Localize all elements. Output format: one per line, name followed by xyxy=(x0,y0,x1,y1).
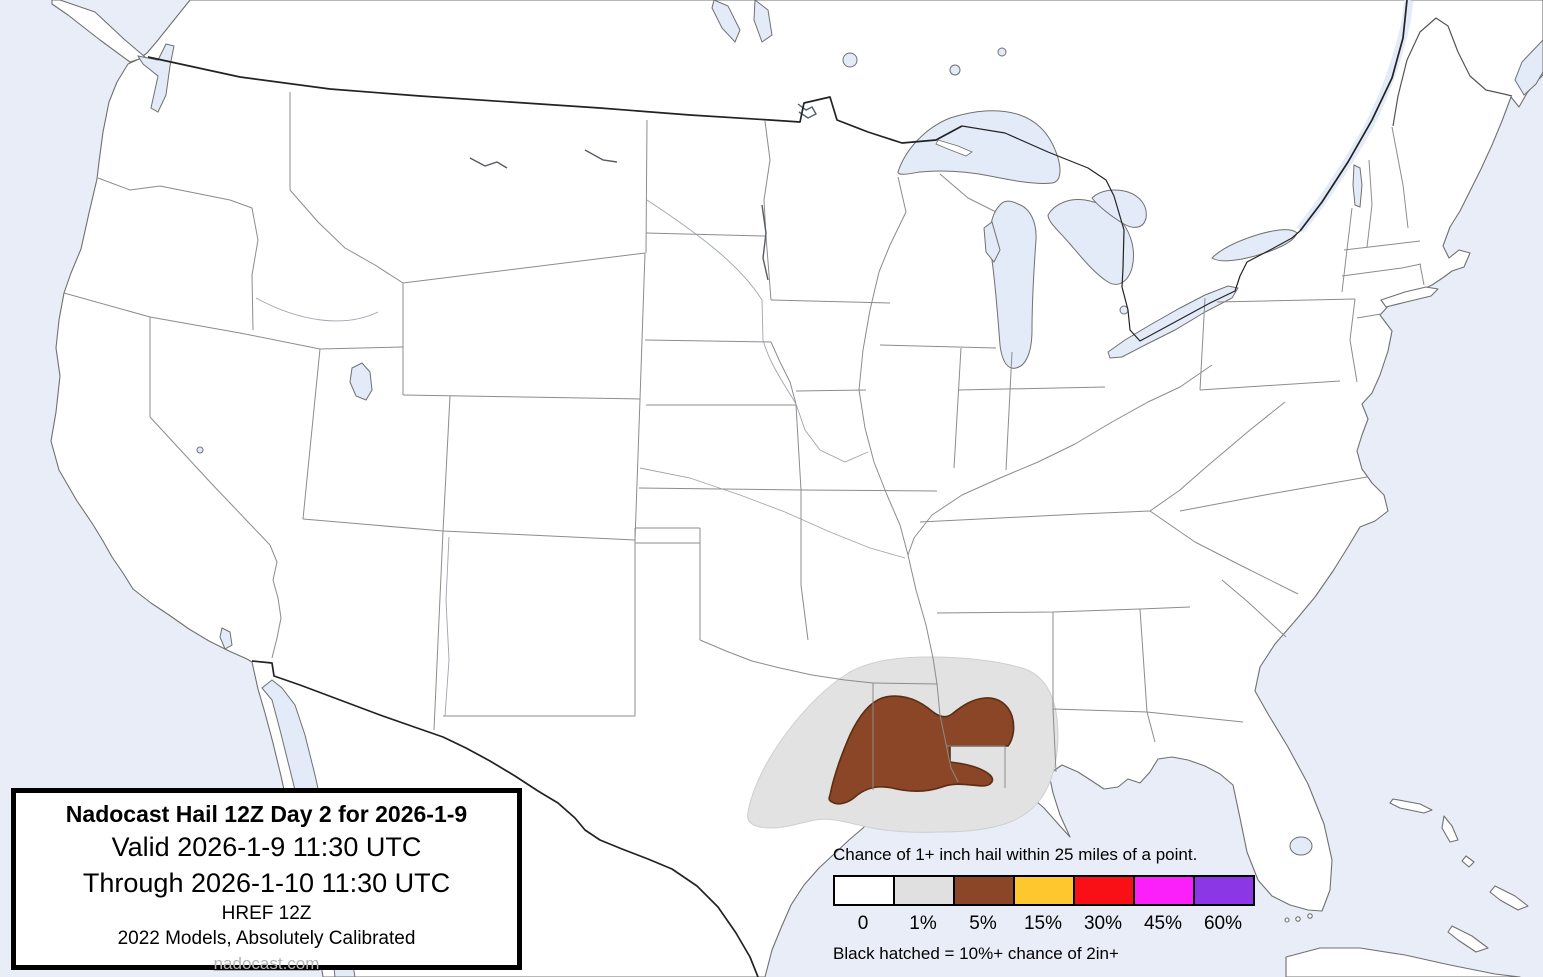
mexico-border xyxy=(251,660,759,977)
through-time: Through 2026-1-10 11:30 UTC xyxy=(82,867,451,898)
canada-border-great-lakes xyxy=(961,125,1301,342)
lake-huron xyxy=(1047,199,1135,285)
legend-swatch-15% xyxy=(1013,875,1075,906)
maine-canada-border xyxy=(1392,17,1513,127)
legend-label: 15% xyxy=(1023,913,1063,934)
arkansas-river xyxy=(639,467,906,559)
long-island xyxy=(1380,286,1439,308)
canada-border-st-lawrence xyxy=(1299,0,1408,232)
forecast-title-box: Nadocast Hail 12Z Day 2 for 2026-1-9 Val… xyxy=(11,788,522,973)
rivers xyxy=(255,199,906,717)
canadian-lakes xyxy=(997,47,1007,57)
nadocast-link[interactable]: nadocast.com xyxy=(213,953,320,973)
legend-swatch-1% xyxy=(893,875,955,906)
legend-label: 0 xyxy=(857,913,869,934)
legend-footnote: Black hatched = 10%+ chance of 2in+ xyxy=(833,944,1119,963)
lake-champlain xyxy=(1352,164,1363,208)
legend-swatch-30% xyxy=(1073,875,1135,906)
canadian-lakes xyxy=(711,0,741,43)
state-borders xyxy=(63,92,1425,790)
snake-river xyxy=(255,297,379,322)
vancouver-island xyxy=(51,0,146,63)
model-name: HREF 12Z xyxy=(221,903,312,925)
bahamas-islands xyxy=(1441,815,1459,843)
florida-keys xyxy=(1307,913,1313,919)
legend-label: 1% xyxy=(909,913,937,934)
canadian-lakes xyxy=(842,52,858,68)
bahamas-islands xyxy=(1489,885,1529,911)
legend-label: 30% xyxy=(1083,913,1123,934)
legend-swatch-45% xyxy=(1133,875,1195,906)
legend-title: Chance of 1+ inch hail within 25 miles o… xyxy=(833,845,1198,864)
canadian-lakes xyxy=(949,64,961,76)
bahamas-islands xyxy=(1389,798,1433,814)
cuba xyxy=(1285,947,1521,977)
lake-of-the-woods xyxy=(797,103,817,119)
legend-label-row: 0 1% 5% 15% 30% 45% 60% xyxy=(833,913,1263,935)
lake-okeechobee xyxy=(1289,836,1313,856)
forecast-title: Nadocast Hail 12Z Day 2 for 2026-1-9 xyxy=(65,801,468,827)
national-borders xyxy=(147,0,1513,977)
valid-time: Valid 2026-1-9 11:30 UTC xyxy=(111,831,422,862)
lake-tahoe xyxy=(196,446,204,454)
land xyxy=(50,0,1543,977)
isle-royale xyxy=(935,139,973,157)
legend-swatch-60% xyxy=(1193,875,1255,906)
legend-label: 45% xyxy=(1143,913,1183,934)
florida-keys xyxy=(1295,916,1301,922)
fort-peck-lake xyxy=(469,157,508,169)
bahamas-islands xyxy=(1461,855,1475,868)
legend-swatch-0 xyxy=(833,875,895,906)
legend-label: 5% xyxy=(969,913,997,934)
georgian-bay xyxy=(1091,189,1147,228)
florida-keys xyxy=(1284,917,1290,923)
lake-sakakawea xyxy=(584,149,618,163)
lake-erie xyxy=(1107,285,1239,359)
great-salt-lake xyxy=(349,362,373,401)
calibration-note: 2022 Models, Absolutely Calibrated xyxy=(117,928,416,950)
lake-oahe xyxy=(761,204,769,281)
legend-label: 60% xyxy=(1203,913,1243,934)
bay-of-fundy xyxy=(1514,39,1543,96)
salton-sea xyxy=(219,627,233,650)
canadian-lakes xyxy=(753,0,773,43)
legend-swatch-row xyxy=(833,875,1263,906)
probability-legend: Chance of 1+ inch hail within 25 miles o… xyxy=(833,845,1263,964)
lake-superior xyxy=(897,110,1061,184)
rio-grande-upper xyxy=(444,536,450,717)
lake-michigan xyxy=(989,200,1037,369)
reservoirs xyxy=(469,103,817,281)
bahamas-islands xyxy=(1447,925,1489,953)
legend-swatch-5% xyxy=(953,875,1015,906)
canada-border xyxy=(147,56,963,144)
missouri-river xyxy=(646,199,869,463)
green-bay xyxy=(983,221,1001,263)
